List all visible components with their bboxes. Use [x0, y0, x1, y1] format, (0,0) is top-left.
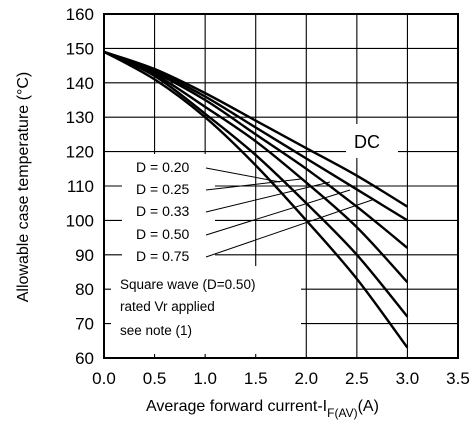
annotations: DC D = 0.20 D = 0.25 D = 0.33 D = 0.50 D…: [111, 124, 398, 354]
y-tick-label-110: 110: [67, 177, 94, 196]
dc-label-box: [346, 124, 398, 158]
x-axis-title-unit: (A): [358, 398, 379, 415]
x-tick-label-1.0: 1.0: [193, 369, 217, 388]
duty-labels-box: [122, 154, 215, 266]
series-line-d033: [103, 50, 409, 284]
series-line-dc: [103, 50, 409, 208]
x-tick-label-1.5: 1.5: [244, 369, 268, 388]
leader-d075: [205, 199, 373, 258]
y-tick-label-100: 100: [66, 211, 94, 230]
leader-d050: [205, 189, 351, 236]
note-line-2: rated Vr applied: [120, 299, 215, 314]
curves: [103, 50, 409, 349]
label-d075: D = 0.75: [136, 248, 190, 264]
leader-lines: [205, 167, 373, 258]
leader-d020: [205, 167, 281, 183]
leader-d033: [205, 181, 331, 213]
series-line-d025: [103, 50, 409, 249]
label-d050: D = 0.50: [136, 226, 190, 242]
y-tick-label-60: 60: [75, 349, 94, 368]
y-tick-label-150: 150: [66, 39, 94, 58]
x-tick-label-2.5: 2.5: [345, 369, 369, 388]
note-box: [111, 266, 301, 354]
x-tick-label-0.5: 0.5: [143, 369, 167, 388]
x-axis-title: Average forward current-IF(AV)(A): [146, 398, 379, 420]
x-axis-title-subscript: F(AV): [327, 406, 357, 420]
y-tick-label-70: 70: [75, 315, 94, 334]
label-d025: D = 0.25: [136, 181, 190, 197]
dc-label: DC: [354, 132, 380, 152]
label-d033: D = 0.33: [136, 203, 190, 219]
series-line-d075: [103, 50, 409, 349]
y-tick-label-130: 130: [66, 108, 94, 127]
label-d020: D = 0.20: [136, 159, 190, 175]
y-tick-label-90: 90: [75, 246, 94, 265]
y-tick-label-160: 160: [66, 5, 94, 24]
x-tick-label-2.0: 2.0: [294, 369, 318, 388]
x-axis-title-main: Average forward current-I: [146, 398, 327, 415]
x-tick-label-3.0: 3.0: [396, 369, 420, 388]
note-line-3: see note (1): [120, 323, 192, 338]
x-tick-label-0.0: 0.0: [92, 369, 116, 388]
y-tick-label-140: 140: [66, 74, 94, 93]
y-tick-label-80: 80: [75, 280, 94, 299]
plot-frame: [103, 13, 459, 359]
y-axis-title: Allowable case temperature (°C): [15, 72, 32, 303]
series-line-d050: [103, 50, 409, 318]
note-line-1: Square wave (D=0.50): [120, 277, 255, 292]
leader-d025: [205, 178, 302, 191]
x-tick-label-3.5: 3.5: [446, 369, 470, 388]
series-line-d020: [103, 50, 409, 222]
tick-labels: 60 70 80 90 100 110 120 130 140 150 160 0.0 0.5 1.0 1.…: [66, 5, 470, 388]
y-tick-label-120: 120: [66, 143, 94, 162]
